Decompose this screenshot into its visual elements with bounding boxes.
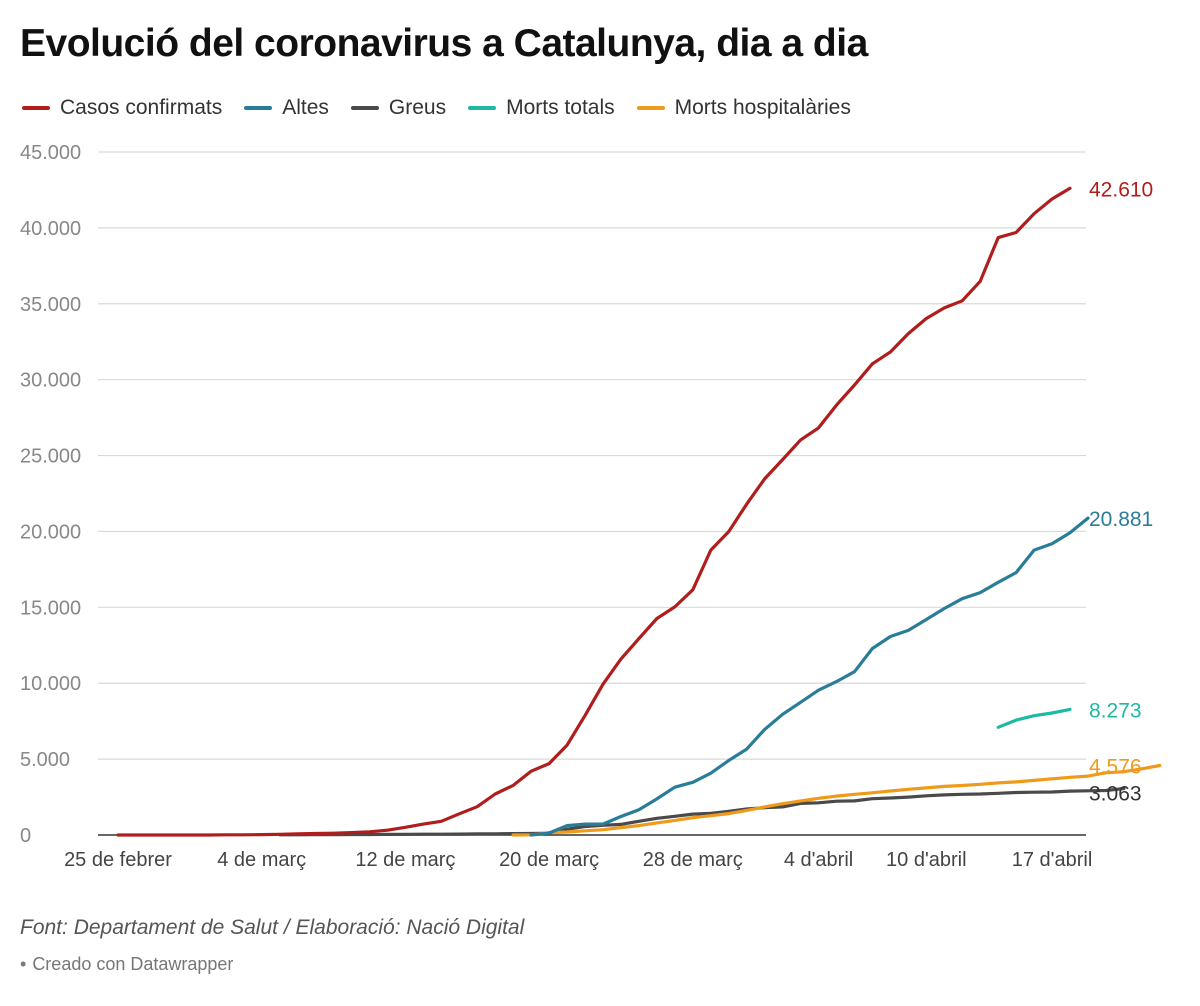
x-tick-label: 28 de març (643, 849, 743, 871)
source-note: Font: Departament de Salut / Elaboració:… (20, 916, 525, 939)
end-value-label: 20.881 (1089, 508, 1153, 531)
series-line-altes (529, 516, 1090, 837)
y-tick-label: 30.000 (20, 370, 81, 392)
legend-swatch (244, 106, 273, 110)
legend-swatch (350, 106, 379, 110)
line-chart: 0 5.000 10.000 15.000 20.000 25.000 30.000 35.0… (20, 142, 1162, 871)
y-tick-label: 40.000 (20, 218, 81, 240)
y-tick-label: 35.000 (20, 294, 81, 316)
y-tick-label: 25.000 (20, 446, 81, 468)
credit-text: Creado con Datawrapper (32, 954, 234, 974)
y-tick-label: 20.000 (20, 521, 81, 543)
credit-note: • Creado con Datawrapper (20, 954, 233, 975)
legend-item: Morts hospitalàries (636, 96, 851, 120)
legend-label: Greus (388, 96, 447, 119)
y-tick-label: 45.000 (20, 142, 81, 164)
x-tick-label: 4 d'abril (784, 849, 853, 871)
series-line-casos-confirmats (116, 186, 1072, 837)
credit-bullet: • (20, 954, 27, 974)
x-tick-label: 4 de març (217, 849, 306, 871)
end-value-label: 4.576 (1089, 756, 1142, 779)
legend-label: Altes (282, 96, 329, 119)
x-tick-label: 17 d'abril (1012, 849, 1093, 871)
legend-item: Casos confirmats (22, 96, 222, 120)
end-value-label: 8.273 (1089, 699, 1142, 722)
legend-swatch (22, 106, 50, 110)
chart-title: Evolució del coronavirus a Catalunya, di… (20, 22, 868, 65)
x-tick-label: 12 de març (355, 849, 455, 871)
end-value-label: 42.610 (1089, 178, 1153, 201)
chart-legend: Casos confirmats Altes Greus Morts totals Mo… (22, 94, 873, 122)
series-line-morts-totals (996, 707, 1072, 729)
y-tick-label: 15.000 (20, 597, 81, 619)
legend-swatch (468, 106, 497, 110)
series-line-morts-hospitalaries (511, 763, 1162, 837)
x-tick-label: 10 d'abril (886, 849, 967, 871)
legend-item: Morts totals (468, 96, 615, 120)
series-line-greus (278, 786, 1126, 837)
legend-label: Morts totals (506, 96, 615, 119)
legend-label: Casos confirmats (60, 96, 223, 119)
y-tick-label: 5.000 (20, 749, 70, 771)
y-tick-label: 10.000 (20, 673, 81, 695)
legend-swatch (636, 106, 665, 110)
legend-item: Altes (244, 96, 329, 120)
x-tick-label: 20 de març (499, 849, 599, 871)
legend-item: Greus (350, 96, 447, 120)
x-tick-label: 25 de febrer (64, 849, 172, 871)
end-value-label: 3.063 (1089, 783, 1142, 806)
y-tick-label: 0 (20, 825, 31, 847)
legend-label: Morts hospitalàries (674, 96, 851, 119)
